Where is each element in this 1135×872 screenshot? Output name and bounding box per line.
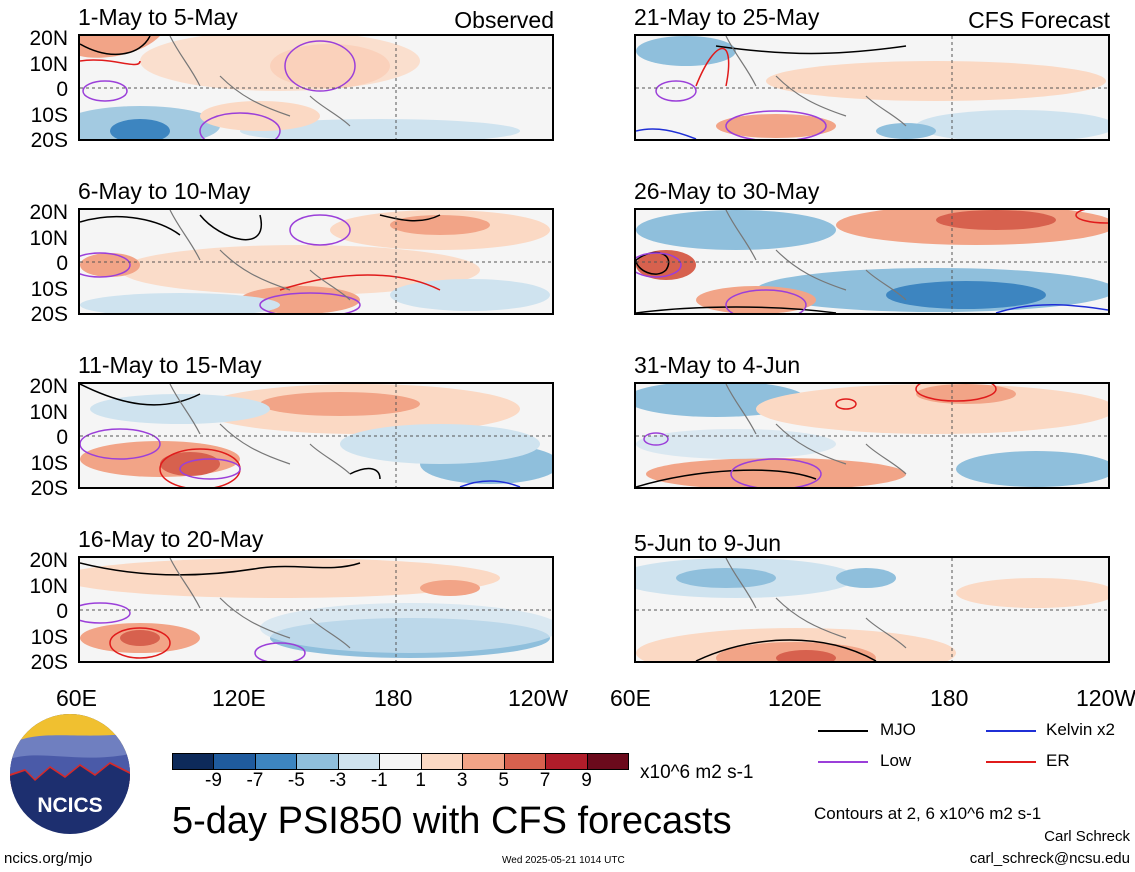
lon-label: 120E bbox=[212, 685, 266, 711]
legend-label-mjo: MJO bbox=[880, 720, 916, 739]
colorbar-swatch bbox=[503, 753, 547, 770]
lat-label: 10N bbox=[29, 227, 68, 250]
lon-label: 60E bbox=[610, 685, 651, 711]
lon-label: 120W bbox=[508, 685, 569, 711]
colorbar-label: -5 bbox=[287, 770, 305, 791]
colorbar-label: -9 bbox=[205, 770, 222, 791]
colorbar-swatch bbox=[420, 753, 464, 770]
lat-label: 20S bbox=[30, 303, 68, 326]
map-panel-1 bbox=[78, 34, 554, 141]
ncics-logo: NCICS bbox=[10, 714, 130, 834]
lat-label: 10N bbox=[29, 53, 68, 76]
legend-swatch-er bbox=[986, 761, 1036, 763]
panel-title-6: 26-May to 30-May bbox=[634, 178, 820, 204]
map-panel-2 bbox=[78, 208, 554, 315]
lon-label: 120E bbox=[768, 685, 822, 711]
colorbar-swatch bbox=[586, 753, 629, 770]
lat-label: 10S bbox=[30, 626, 68, 649]
panel-title-7: 31-May to 4-Jun bbox=[634, 352, 801, 378]
website-link[interactable]: ncics.org/mjo bbox=[4, 850, 93, 867]
panel-tag-observed: Observed bbox=[454, 7, 554, 33]
lat-label: 10S bbox=[30, 278, 68, 301]
map-panel-7 bbox=[634, 382, 1110, 489]
colorbar-label: -1 bbox=[370, 770, 388, 791]
map-panel-6 bbox=[634, 208, 1110, 315]
main-title: 5-day PSI850 with CFS forecasts bbox=[172, 800, 732, 842]
lat-label: 10N bbox=[29, 401, 68, 424]
colorbar-label: 1 bbox=[415, 770, 426, 791]
lat-label: 0 bbox=[56, 600, 68, 623]
map-panel-5 bbox=[634, 34, 1110, 141]
panel-title-4: 16-May to 20-May bbox=[78, 526, 264, 552]
contours-note: Contours at 2, 6 x10^6 m2 s-1 bbox=[814, 804, 1042, 823]
map-panel-8 bbox=[634, 556, 1110, 663]
lat-label: 20S bbox=[30, 129, 68, 152]
colorbar-swatch bbox=[254, 753, 298, 770]
legend-swatch-mjo bbox=[818, 730, 868, 732]
colorbar-label: -3 bbox=[329, 770, 347, 791]
lon-label: 180 bbox=[374, 685, 413, 711]
panel-title-2: 6-May to 10-May bbox=[78, 178, 251, 204]
map-panel-4 bbox=[78, 556, 554, 663]
lon-label: 120W bbox=[1076, 685, 1135, 711]
lon-label: 180 bbox=[930, 685, 969, 711]
colorbar-label: 7 bbox=[539, 770, 551, 791]
ncics-logo-graphic bbox=[10, 714, 130, 794]
colorbar bbox=[172, 753, 629, 770]
lat-label: 10S bbox=[30, 104, 68, 127]
legend-swatch-low bbox=[818, 761, 868, 763]
lat-label: 20N bbox=[29, 201, 68, 224]
logo-text: NCICS bbox=[37, 794, 103, 817]
panel-title-5: 21-May to 25-May bbox=[634, 4, 820, 30]
lat-label: 0 bbox=[56, 78, 68, 101]
colorbar-swatch bbox=[337, 753, 381, 770]
legend-swatch-kelvin bbox=[986, 730, 1036, 732]
panel-title-3: 11-May to 15-May bbox=[78, 352, 262, 378]
panel-title-1: 1-May to 5-May bbox=[78, 4, 238, 30]
lon-label: 60E bbox=[56, 685, 97, 711]
lat-label: 10N bbox=[29, 575, 68, 598]
colorbar-swatch bbox=[379, 753, 422, 770]
colorbar-swatch bbox=[545, 753, 588, 770]
legend-label-er: ER bbox=[1046, 751, 1070, 770]
colorbar-labels: -9 -7 -5 -3 -1 1 3 5 7 9 bbox=[172, 770, 628, 794]
colorbar-swatch bbox=[462, 753, 505, 770]
colorbar-label: 9 bbox=[581, 770, 592, 791]
lat-label: 10S bbox=[30, 452, 68, 475]
colorbar-label: 3 bbox=[456, 770, 468, 791]
legend-label-low: Low bbox=[880, 751, 912, 770]
map-panel-3 bbox=[78, 382, 554, 489]
panel-tag-cfs-forecast: CFS Forecast bbox=[968, 7, 1110, 33]
lat-label: 20N bbox=[29, 375, 68, 398]
colorbar-swatch bbox=[213, 753, 256, 770]
colorbar-swatch bbox=[296, 753, 339, 770]
lat-label: 20S bbox=[30, 651, 68, 674]
panel-title-8: 5-Jun to 9-Jun bbox=[634, 530, 782, 556]
author-email[interactable]: carl_schreck@ncsu.edu bbox=[969, 850, 1130, 867]
lat-label: 0 bbox=[56, 426, 68, 449]
lat-label: 20N bbox=[29, 27, 68, 50]
legend-label-kelvin: Kelvin x2 bbox=[1046, 720, 1115, 739]
timestamp: Wed 2025-05-21 1014 UTC bbox=[502, 855, 625, 866]
colorbar-label: 5 bbox=[498, 770, 509, 791]
lat-label: 0 bbox=[56, 252, 68, 275]
lat-label: 20N bbox=[29, 549, 68, 572]
lat-label: 20S bbox=[30, 477, 68, 500]
colorbar-label: -7 bbox=[246, 770, 264, 791]
colorbar-swatch bbox=[172, 753, 215, 770]
author-name: Carl Schreck bbox=[1044, 828, 1130, 845]
colorbar-units: x10^6 m2 s-1 bbox=[640, 762, 754, 783]
